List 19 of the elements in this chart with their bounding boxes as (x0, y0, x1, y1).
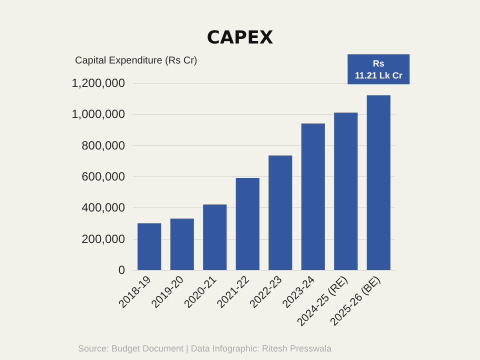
bar (203, 204, 227, 270)
bar (334, 112, 358, 270)
bar (301, 124, 325, 270)
y-tick-label: 600,000 (82, 170, 126, 184)
bar (170, 218, 194, 270)
annotation: Rs 11.21 Lk Cr (354, 58, 403, 80)
y-tick-label: 0 (118, 263, 126, 277)
y-axis-title: Capital Expenditure (Rs Cr) (75, 56, 198, 66)
source-note: Source: Budget Document | Data Infographic: Ritesh Presswala (78, 344, 332, 354)
bar (138, 223, 162, 270)
y-tick-label: 800,000 (82, 138, 126, 152)
y-tick-label: 200,000 (82, 232, 126, 246)
bar (236, 178, 260, 270)
y-tick-label: 1,000,000 (72, 107, 126, 122)
bar (366, 95, 390, 270)
bar (268, 155, 292, 270)
y-tick-label: 1,200,000 (72, 76, 126, 90)
y-tick-label: 400,000 (82, 200, 126, 215)
chart-title: CAPEX (206, 28, 274, 48)
